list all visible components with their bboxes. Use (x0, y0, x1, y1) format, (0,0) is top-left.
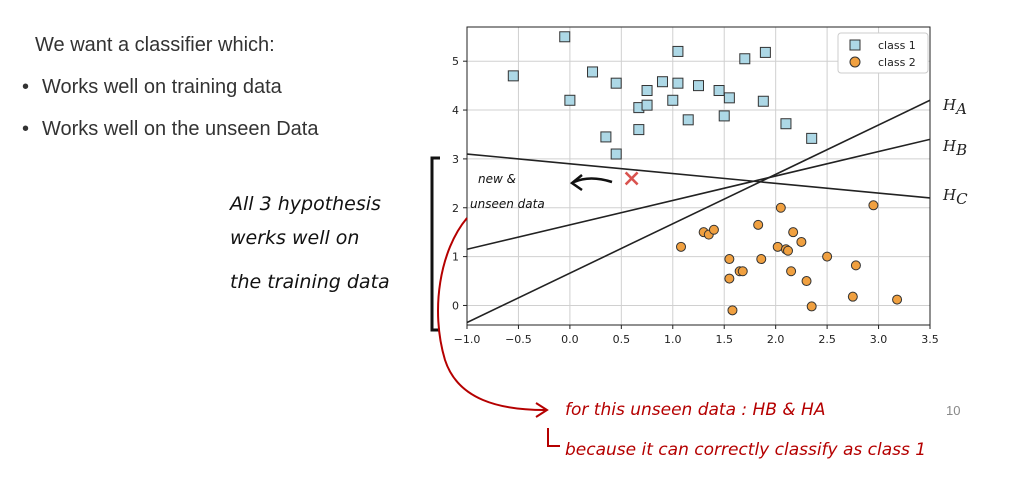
x-tick-label: 1.5 (715, 333, 733, 346)
class2-point (868, 200, 879, 211)
class2-point (783, 245, 794, 256)
x-tick-label: 3.5 (921, 333, 939, 346)
class1-point (656, 76, 668, 88)
bracket-note-line2: werks well on (230, 227, 359, 249)
red-arrow-head-icon (535, 402, 549, 418)
legend-class1-marker (849, 39, 861, 51)
class2-point (737, 266, 748, 277)
y-tick-label: 5 (452, 55, 459, 68)
class2-point (850, 260, 861, 271)
class1-point (682, 114, 694, 126)
bracket-annotation (430, 156, 440, 332)
class1-point (610, 148, 622, 160)
class1-point (667, 94, 679, 106)
x-tick-label: 2.5 (818, 333, 836, 346)
class2-point (822, 251, 833, 262)
y-tick-label: 3 (452, 153, 459, 166)
class2-point (727, 305, 738, 316)
bullet-dot-icon: • (22, 76, 30, 98)
bullet-dot-icon: • (22, 118, 30, 140)
legend-class2-marker (849, 56, 861, 68)
conclusion-line2: because it can correctly classify as cla… (565, 440, 926, 460)
class2-point (806, 301, 817, 312)
bracket-note-line1: All 3 hypothesis (228, 193, 381, 215)
class1-point (759, 46, 771, 58)
x-tick-label: 3.0 (870, 333, 888, 346)
line-label-h-b: HB (942, 137, 967, 159)
class1-point (633, 124, 645, 136)
class2-point (788, 227, 799, 238)
class2-point (801, 276, 812, 287)
legend-class1-label: class 1 (878, 39, 916, 52)
class1-point (564, 94, 576, 106)
line-label-h-c: HC (942, 186, 968, 208)
class1-point (693, 80, 704, 92)
class2-point (753, 219, 764, 230)
class1-point (672, 45, 684, 57)
class1-point (507, 70, 519, 82)
class2-point (786, 266, 797, 277)
class2-point (724, 254, 735, 265)
x-tick-label: 1.0 (664, 333, 682, 346)
x-tick-label: −0.5 (505, 333, 532, 346)
class2-point (772, 241, 783, 252)
class2-point (775, 202, 786, 213)
y-tick-label: 2 (452, 202, 459, 215)
class2-point (724, 273, 735, 284)
class2-point (708, 224, 719, 235)
class2-point (756, 254, 767, 265)
class1-point (641, 99, 653, 111)
class1-point (587, 66, 599, 78)
class2-point (676, 241, 687, 252)
class1-point (610, 77, 622, 89)
new-data-note-line2: unseen data (470, 197, 545, 211)
bracket-note-line3: the training data (230, 271, 390, 293)
class1-point (641, 85, 653, 97)
bullet-text: Works well on training data (42, 76, 282, 98)
class1-point (723, 92, 735, 104)
class1-point (672, 77, 684, 89)
x-tick-label: 0.5 (613, 333, 631, 346)
arrow-to-new-point (573, 177, 613, 184)
class1-point (559, 31, 571, 43)
conclusion-hook-icon (547, 428, 560, 447)
legend-class2-label: class 2 (878, 56, 916, 69)
slide-heading: We want a classifier which: (35, 34, 275, 56)
hypothesis-line-h-c (467, 153, 930, 199)
y-tick-label: 1 (452, 251, 459, 264)
class2-point (796, 236, 807, 247)
hypothesis-line-h-b (467, 138, 930, 251)
x-tick-label: 2.0 (767, 333, 785, 346)
y-tick-label: 0 (452, 299, 459, 312)
red-curve-arrow (437, 217, 546, 411)
conclusion-line1: for this unseen data : HB & HA (565, 400, 825, 420)
class1-point (806, 132, 818, 144)
class2-point (847, 291, 858, 302)
new-data-note-line1: new & (478, 172, 516, 186)
x-tick-label: −1.0 (454, 333, 481, 346)
arrow-head-icon (569, 174, 583, 192)
class1-point (757, 95, 769, 107)
line-label-h-a: HA (942, 96, 967, 118)
class1-point (713, 85, 725, 97)
plot-frame (466, 26, 931, 326)
x-tick-label: 0.0 (561, 333, 579, 346)
class2-point (892, 294, 903, 305)
bullet-text: Works well on the unseen Data (42, 118, 319, 140)
class1-point (780, 118, 792, 130)
page-number: 10 (946, 403, 961, 418)
class1-point (600, 131, 612, 143)
bullet-item: • Works well on training data (22, 72, 318, 114)
class1-point (718, 110, 730, 122)
hypothesis-line-h-a (467, 99, 930, 324)
class1-point (739, 53, 751, 65)
y-tick-label: 4 (452, 104, 459, 117)
bullet-list: • Works well on training data • Works well… (22, 72, 318, 156)
new-point-marker (624, 171, 639, 186)
bullet-item: • Works well on the unseen Data (22, 114, 318, 156)
